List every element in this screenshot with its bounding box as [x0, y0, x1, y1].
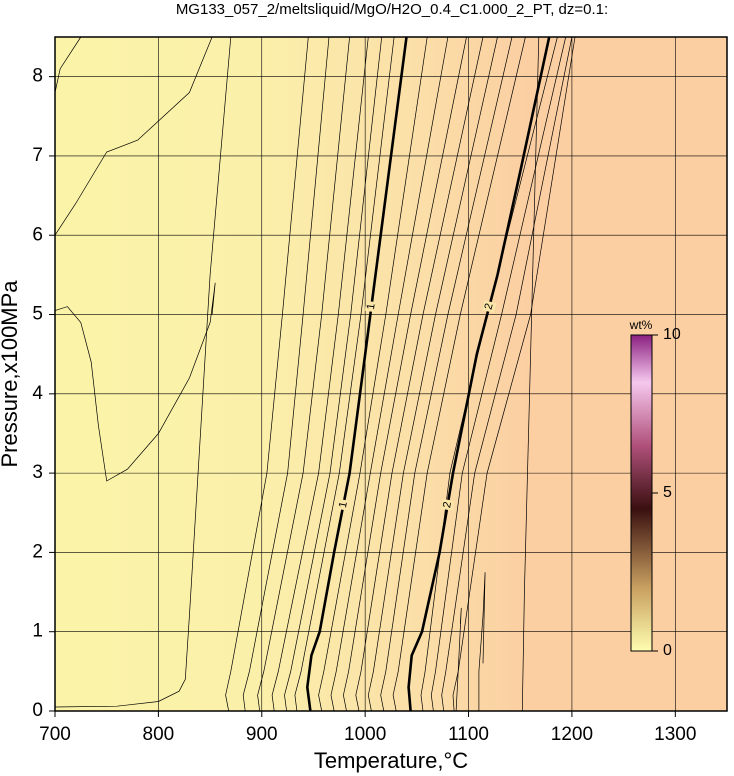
contour-line	[54, 282, 216, 482]
contour-line	[452, 36, 576, 712]
y-tick-label: 5	[32, 304, 43, 325]
x-tick-label: 800	[143, 724, 175, 745]
x-tick-label: 1000	[344, 724, 386, 745]
colorbar-tick-label: 5	[663, 484, 672, 501]
x-tick-label: 1300	[654, 724, 696, 745]
colorbar	[630, 334, 653, 652]
colorbar-label: wt%	[629, 318, 653, 332]
contour-line	[430, 36, 567, 712]
x-tick-label: 1100	[448, 724, 489, 745]
contour-line	[441, 36, 573, 712]
y-axis-label: Pressure,x100MPa	[0, 280, 22, 468]
contour-line	[257, 36, 350, 712]
contour-line	[355, 36, 484, 712]
contour-line	[242, 36, 330, 712]
colorbar-tick-label: 10	[663, 326, 681, 343]
contour-label-bg	[364, 300, 378, 313]
contour-line	[367, 36, 498, 712]
contour-line	[521, 36, 540, 712]
y-tick-label: 1	[32, 621, 43, 642]
contour-label: 1	[337, 501, 350, 509]
contour-line	[54, 36, 82, 93]
colorbar-tick-label: 0	[663, 642, 672, 659]
contour-line	[54, 36, 213, 236]
contour-line	[478, 572, 486, 711]
contour-label: 2	[441, 501, 454, 509]
chart-title: MG133_057_2/meltsliquid/MgO/H2O_0.4_C1.0…	[176, 1, 608, 18]
major-contour	[305, 36, 408, 712]
contour-line	[330, 36, 449, 712]
major-contour	[407, 36, 551, 712]
y-tick-label: 3	[32, 462, 43, 483]
x-tick-label: 700	[39, 724, 71, 745]
contour-line	[54, 36, 232, 708]
y-tick-label: 7	[32, 145, 43, 166]
x-tick-label: 1200	[551, 724, 593, 745]
contour-label: 1	[365, 303, 378, 311]
y-tick-label: 0	[32, 700, 43, 721]
contour-line	[294, 36, 395, 712]
plot-frame	[54, 36, 728, 712]
x-axis-label: Temperature,°C	[314, 748, 468, 773]
plot-background	[55, 37, 727, 711]
contour-line	[318, 36, 428, 712]
contour-line	[271, 36, 369, 712]
y-tick-label: 8	[32, 66, 43, 87]
contour-line	[343, 36, 467, 712]
y-tick-label: 4	[32, 383, 43, 404]
contour-line	[284, 36, 383, 712]
contour-label-bg	[482, 300, 497, 313]
contour-line	[392, 36, 526, 712]
x-tick-label: 900	[246, 724, 278, 745]
contour-line	[380, 36, 513, 712]
y-tick-label: 6	[32, 224, 43, 245]
contour-line	[455, 607, 462, 712]
contour-label-bg	[336, 498, 351, 511]
contour-label-bg	[440, 498, 455, 511]
contour-label: 2	[483, 302, 496, 311]
y-tick-label: 2	[32, 541, 43, 562]
contour-line	[225, 36, 309, 712]
